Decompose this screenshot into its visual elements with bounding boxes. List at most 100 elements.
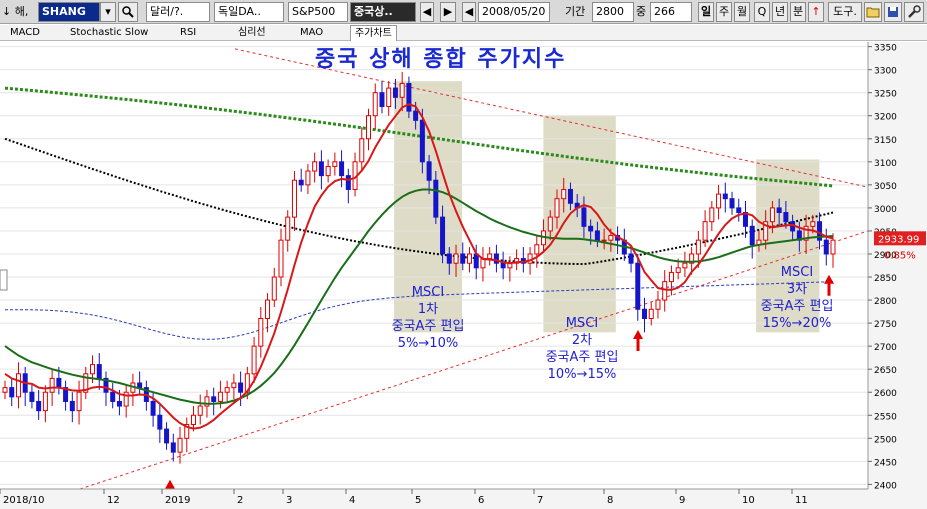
y-tick-label: 2650 [874,366,897,376]
candle-body [345,175,351,190]
tab-psychology[interactable]: 심리선 [238,27,266,38]
candle-body [231,382,237,389]
msci-annotation-3: MSCI [781,265,813,280]
candle-body [359,138,365,163]
source-select[interactable]: 독일DA.. [214,2,284,22]
search-icon[interactable] [118,2,138,22]
interval-year-button[interactable]: 년 [772,2,788,22]
interval-extra-button[interactable]: ↑ [808,2,824,22]
candle-body [460,253,466,264]
tab-macd[interactable]: MACD [10,27,40,38]
candle-body [419,119,425,163]
candle-body [709,207,715,223]
nav-prev-button[interactable]: ◀ [420,2,434,22]
candle-body [42,391,48,412]
save-icon[interactable] [884,2,902,22]
candle-body [211,396,217,402]
candle-body [157,414,163,430]
play-button[interactable]: ▶ [440,2,456,22]
candle-body [285,216,291,241]
candle-body [406,82,412,112]
x-tick-label: 7 [537,495,543,506]
y-tick-label: 3150 [874,136,897,146]
y-tick-label: 2800 [874,297,897,307]
tools-button[interactable]: 도구. [828,2,862,22]
candle-body [103,377,109,393]
candle-body [527,253,533,264]
x-tick-label: 2018/10 [3,495,45,506]
indicator-tabs: MACD Stochastic Slow RSI 심리선 MAO 주가차트 [0,25,927,41]
candle-body [305,170,311,186]
candle-body [601,239,607,242]
candle-body [217,391,223,402]
folder-icon[interactable] [864,2,882,22]
candle-body [298,179,304,186]
y-tick-label: 2550 [874,412,897,422]
count-label: 중 [636,5,647,18]
symbol-dropdown-chevron-down-icon[interactable]: ▾ [100,2,116,22]
symbol-input[interactable]: SHANG [38,2,100,22]
candle-body [9,387,15,398]
interval-day-button[interactable]: 일 [698,2,714,22]
msci-annotation-2: 10%→15% [548,367,617,382]
index-select[interactable]: S&P500 [288,2,348,22]
y-tick-label: 2700 [874,343,897,353]
y-tick-label: 2600 [874,389,897,399]
candle-body [736,207,742,214]
msci-box-3 [756,159,820,333]
interval-quarter-button[interactable]: Q [754,2,770,22]
candle-body [668,271,674,283]
currency-select[interactable]: 달러/?. [146,2,210,22]
tab-rsi[interactable]: RSI [180,27,197,38]
tab-mao[interactable]: MAO [300,27,324,38]
toolbar: ↓ 해, SHANG ▾ 달러/?. 독일DA.. S&P500 중국상.. ◀… [0,0,927,24]
candle-body [594,230,600,241]
y-tick-label: 2450 [874,458,897,468]
interval-month-button[interactable]: 월 [734,2,750,22]
candle-body [63,387,69,402]
buy-arrow-icon [633,330,643,352]
scroll-prefix: ↓ 해, [2,5,29,18]
period-input[interactable]: 2800 [592,2,634,22]
candle-body [702,221,708,241]
candle-body [695,239,701,255]
candle-body [776,207,782,214]
interval-week-button[interactable]: 주 [716,2,732,22]
candle-body [69,400,75,412]
candle-body [783,212,789,223]
ma-mid-line [4,188,834,405]
wrench-icon[interactable] [904,2,924,22]
date-input[interactable]: 2008/05/20 [478,2,550,22]
candle-body [635,262,641,310]
msci-annotation-1: 1차 [418,302,438,317]
candle-body [413,110,419,121]
y-tick-label: 2500 [874,435,897,445]
x-tick-label: 3 [286,495,292,506]
candle-body [49,377,55,393]
candle-body [440,216,446,255]
tab-price-chart[interactable]: 주가차트 [350,25,397,41]
x-tick-label: 2 [237,495,243,506]
candle-body [2,387,8,393]
candle-body [581,207,587,227]
candle-body [810,221,816,227]
candle-body [749,225,755,246]
interval-minute-button[interactable]: 분 [790,2,806,22]
msci-box-1 [394,81,462,333]
candle-body [662,281,668,301]
candle-body [339,161,345,177]
candle-body [15,373,21,398]
candle-body [817,221,823,241]
y-tick-label: 2900 [874,251,897,261]
y-tick-label: 3050 [874,182,897,192]
nav-next-button[interactable]: ◀ [462,2,476,22]
chart-name-select[interactable]: 중국상.. [350,2,416,22]
candle-body [76,391,82,412]
tab-stochastic[interactable]: Stochastic Slow [70,27,149,38]
candle-body [325,165,331,177]
candle-body [318,161,324,177]
candle-body [473,253,479,269]
y-tick-label: 3350 [874,44,897,54]
count-input[interactable]: 266 [650,2,692,22]
